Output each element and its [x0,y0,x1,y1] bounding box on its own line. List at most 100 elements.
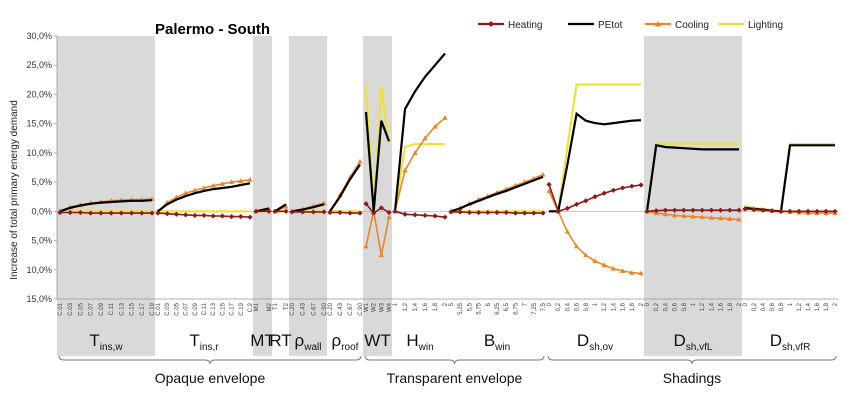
series-line-heating [330,211,360,214]
series-line-petot [549,111,642,213]
x-tick-label: W1 [364,302,370,312]
point-heating [512,210,518,216]
point-heating [272,208,278,214]
point-cooling [699,214,705,220]
x-tick-label: 5,5 [467,302,473,311]
group-label-main: RT [269,331,291,350]
x-tick-label: C.13 [119,302,125,315]
group-label-sub: win [418,342,434,353]
x-tick-label: C.05 [174,302,180,315]
x-tick-label: 0,8 [584,302,590,311]
x-tick-label: 0,8 [779,302,785,311]
point-cooling [363,243,369,249]
point-heating [638,182,644,188]
series-line-petot [274,203,287,213]
x-tick-label: 0,6 [770,302,776,311]
point-heating [485,209,491,216]
x-tick-label: W4 [387,302,393,312]
point-heating [371,210,377,216]
x-tick-label: 1,8 [433,302,439,311]
series-line-cooling [394,117,446,212]
legend: Heating PEtot Cooling Lighting [478,20,783,31]
point-heating [321,209,327,215]
x-tick-label: 0 [547,302,553,306]
section-brace [547,355,837,365]
point-cooling [442,115,448,120]
point-cooling [690,213,696,219]
x-tick-label: C.09 [193,302,199,315]
x-tick-label: 6,75 [513,302,519,314]
point-heating [814,208,820,214]
point-heating [805,208,811,214]
point-heating [466,209,472,216]
point-heating [392,208,398,214]
x-tick-label: T1 [273,302,279,310]
point-heating [620,185,626,191]
series-line-petot [59,199,153,213]
x-tick-label: C.03 [68,302,74,315]
y-tick-label: 10,0% [26,148,52,158]
point-cooling [229,179,235,185]
x-tick-label: 1,6 [815,302,821,311]
group-label: Dsh,vfR [770,331,811,353]
group-label-main: H [406,331,418,350]
group-label-main: MT [250,331,275,350]
point-heating [503,209,509,216]
x-tick-label: 0,4 [565,302,571,311]
x-tick-label: C.01 [156,302,162,315]
point-heating [422,212,428,219]
x-tick-label: C.13 [211,302,217,315]
point-cooling [386,214,392,220]
point-heating [610,187,616,193]
point-heating [347,210,353,216]
legend-label-heating: Heating [508,20,542,31]
x-tick-label: 2 [737,302,743,306]
legend-label-petot: PEtot [598,20,623,31]
x-tick-label: 1 [593,302,599,306]
point-heating [77,209,84,216]
point-heating [494,209,500,216]
x-tick-label: 1,6 [719,302,725,311]
point-heating [283,208,289,214]
point-heating [402,211,408,217]
point-heating [238,213,244,220]
x-tick-label: 0,2 [752,302,758,311]
x-tick-label: 1,4 [709,302,715,311]
point-heating [386,209,392,216]
group-label: Tins,r [189,331,219,353]
x-tick-label: C.90 [358,302,364,315]
point-cooling [672,212,678,218]
point-heating [219,213,225,219]
x-tick-label: C.07 [184,302,190,315]
y-tick-label: 30,0% [26,31,52,41]
point-heating [266,208,272,214]
x-tick-label: 2 [443,302,449,306]
x-tick-label: 1,8 [728,302,734,311]
point-cooling [620,268,626,273]
x-tick-label: 5 [449,302,455,306]
series-line-petot [645,144,739,212]
point-heating [672,207,678,213]
x-tick-label: W3 [379,302,385,312]
group-label-sub: ins,r [200,342,220,353]
group-label-main: ρ [332,331,342,350]
group-label: Dsh,ov [577,331,613,353]
point-heating [357,210,363,216]
group-label: Dsh,vfL [674,331,713,353]
x-tick-label: C.11 [109,302,115,315]
point-heating [442,214,448,220]
group-label-sub: sh,ov [589,342,613,353]
point-heating [778,208,784,214]
x-tick-label: W2 [372,302,378,312]
series-line-petot [364,111,391,212]
group-label-sub: win [494,342,510,353]
point-heating [128,210,135,216]
series-line-petot [329,163,361,212]
x-tick-label: C.67 [348,302,354,315]
x-tick-label: 7 [523,302,529,306]
point-cooling [219,181,225,186]
group-labels: C.01 C.03 C.05 C.07 C.09 C.11 C.13 C.15 C.17 C.19… [58,302,839,386]
x-tick-label: C.43 [301,302,307,315]
point-heating [310,209,316,215]
